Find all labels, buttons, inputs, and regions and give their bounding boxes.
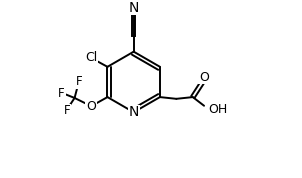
Text: F: F <box>63 104 70 117</box>
Text: OH: OH <box>208 103 228 116</box>
Text: Cl: Cl <box>85 51 97 64</box>
Text: N: N <box>129 1 139 15</box>
Text: N: N <box>129 105 139 119</box>
Text: O: O <box>199 71 209 84</box>
Text: F: F <box>58 87 65 100</box>
Text: F: F <box>76 75 82 88</box>
Text: O: O <box>86 100 96 113</box>
